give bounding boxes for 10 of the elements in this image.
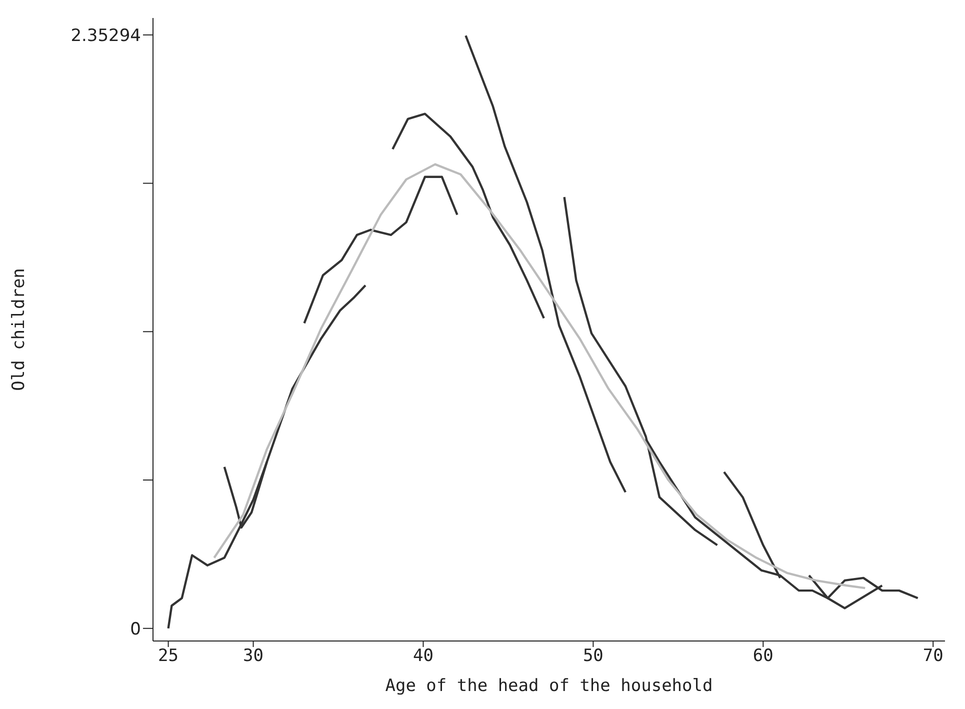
y-tick-label: 2.35294 (70, 26, 141, 46)
x-axis-title: Age of the head of the household (385, 676, 713, 696)
x-tick-label: 70 (922, 646, 944, 666)
x-tick-label: 30 (243, 646, 264, 666)
x-tick-label: 50 (582, 646, 604, 666)
x-tick-label: 40 (412, 646, 434, 666)
x-tick-label: 25 (158, 646, 179, 666)
y-tick-label: 0 (130, 619, 141, 640)
y-axis-title: Old children (9, 268, 30, 391)
x-tick-label: 60 (752, 646, 774, 666)
